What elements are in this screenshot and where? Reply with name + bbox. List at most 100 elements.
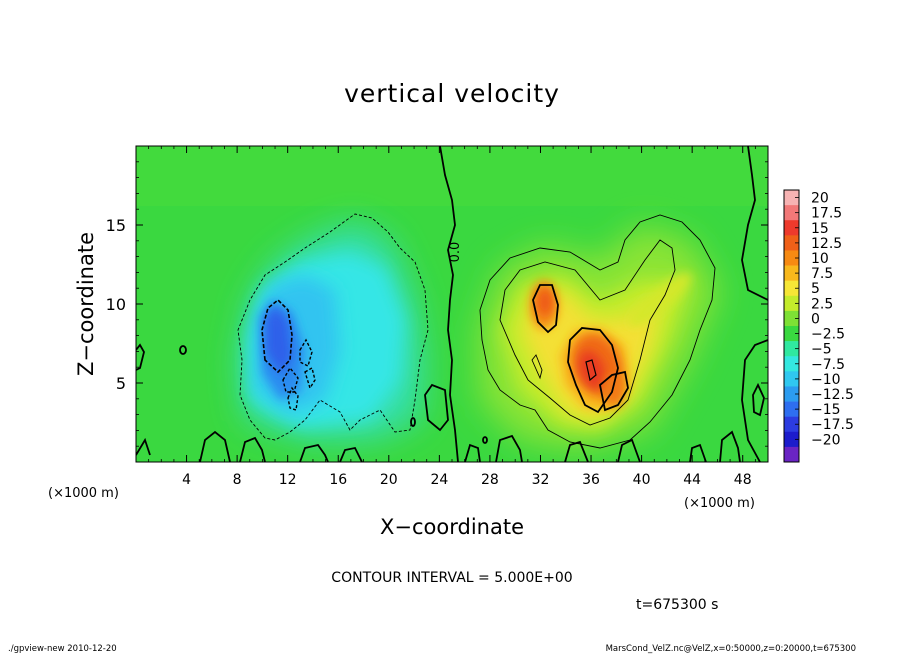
zero-contour-label: 0.0 (448, 242, 463, 263)
updraft-jet (628, 273, 692, 327)
zero-blob-small-2 (410, 417, 416, 427)
colorbar-swatch (784, 326, 799, 342)
x-tick-label: 28 (481, 472, 499, 488)
zero-bump-6 (464, 443, 481, 462)
colorbar-label: 15 (811, 221, 829, 237)
x-tick-label: 44 (683, 472, 701, 488)
footer-left: ./gpview-new 2010-12-20 (8, 644, 117, 654)
colorbar-label: −7.5 (811, 357, 845, 373)
colorbar-swatch (784, 235, 799, 251)
zero-contour-right (741, 146, 768, 301)
x-tick-label: 4 (182, 472, 191, 488)
colorbar-swatch (784, 310, 799, 327)
zero-bump-9 (617, 438, 641, 462)
zero-contour-right-low (741, 339, 768, 462)
x-tick-label: 20 (380, 472, 398, 488)
zero-contours (136, 146, 768, 462)
plot-area: 0.0 (136, 146, 768, 462)
colorbar-label: 2.5 (811, 296, 833, 312)
contour-minus-10-d (287, 386, 299, 411)
x-axis: 4 8 12 16 20 24 28 32 36 40 44 48 (148, 146, 756, 488)
zero-bump-5 (424, 383, 449, 432)
downdraft-region (238, 222, 425, 440)
zero-contour-main (439, 146, 459, 462)
contour-plus-10-upper (532, 284, 559, 334)
colorbar-frame (783, 189, 800, 463)
zero-blob-right-edge (752, 382, 765, 417)
colorbar-label: 0 (811, 311, 820, 327)
contour-plus-5-small (531, 354, 543, 380)
y-axis-label: Z−coordinate (74, 232, 98, 376)
zero-bump-12 (136, 437, 151, 456)
colorbar-swatch (784, 190, 799, 206)
contour-minus-10-b (282, 366, 299, 393)
contour-plus-10-right (599, 370, 629, 412)
x-unit-left: (×1000 m) (48, 486, 119, 501)
colorbar-label: 20 (811, 191, 829, 207)
contour-plus-10-main (567, 327, 619, 414)
contour-minus-10 (261, 298, 293, 374)
zero-bump-8 (564, 440, 589, 462)
x-unit-right: (×1000 m) (684, 496, 755, 511)
colorbar-label: −17.5 (811, 417, 854, 433)
y-tick-label: 15 (106, 216, 126, 235)
colorbar-label: −12.5 (811, 387, 854, 403)
contour-plus-5 (479, 214, 716, 449)
colorbar-label: 5 (811, 281, 820, 297)
colorbar-swatch (784, 250, 799, 266)
colorbar-swatch (784, 295, 799, 312)
y-tick-label: 10 (106, 295, 126, 314)
chart-title: vertical velocity (344, 79, 560, 108)
colorbar-swatch (784, 371, 799, 387)
colorbar-swatch (784, 416, 799, 433)
y-tick-label: 5 (116, 374, 126, 393)
colorbar-label: −2.5 (811, 327, 845, 343)
x-tick-label: 24 (430, 472, 448, 488)
zero-blob-small (179, 345, 187, 355)
colorbar-swatch (784, 205, 799, 221)
contour-plus-15-peak (585, 359, 597, 382)
x-tick-label: 40 (633, 472, 651, 488)
colorbar: 2017.51512.5107.552.50−2.5−5−7.5−10−12.5… (783, 189, 854, 463)
negative-contours (237, 213, 429, 441)
contour-minus-10-e (304, 366, 316, 390)
updraft-upper-peak (537, 288, 553, 316)
x-tick-label: 32 (532, 472, 550, 488)
zero-bump-11 (719, 430, 741, 462)
colorbar-swatch (784, 341, 799, 357)
colorbar-swatch (784, 280, 799, 297)
downdraft-peak (266, 306, 292, 376)
contour-plus-5-inner (499, 239, 676, 426)
colorbar-swatch (784, 265, 799, 281)
time-label: t=675300 s (636, 597, 718, 613)
colorbar-swatch (784, 386, 799, 402)
field-upper-band (136, 146, 768, 206)
zero-bump-10 (689, 443, 707, 462)
x-tick-label: 8 (233, 472, 242, 488)
positive-contours (479, 214, 716, 449)
x-tick-label: 12 (279, 472, 297, 488)
zero-bump-4 (339, 446, 363, 462)
zero-bump-2 (239, 436, 266, 462)
updraft-right-core (603, 373, 625, 407)
y-axis: 5 10 15 (106, 161, 768, 447)
zero-blob-left (136, 343, 145, 371)
zero-blob-small-3 (482, 436, 488, 444)
colorbar-swatch (784, 401, 799, 417)
footer-right: MarsCond_VelZ.nc@VelZ,x=0:50000,z=0:2000… (606, 644, 856, 654)
colorbar-label: −5 (811, 342, 832, 358)
colorbar-swatch (784, 446, 799, 463)
contour-minus-10-c (299, 338, 313, 368)
x-tick-label: 36 (582, 472, 600, 488)
colorbar-label: −20 (811, 432, 841, 448)
zero-bump-3 (299, 443, 329, 462)
colorbar-label: 17.5 (811, 206, 842, 222)
colorbar-label: 12.5 (811, 236, 842, 252)
colorbar-label: −15 (811, 402, 841, 418)
colorbar-label: 10 (811, 251, 829, 267)
colorbar-label: 7.5 (811, 266, 833, 282)
x-axis-label: X−coordinate (380, 515, 524, 539)
colorbar-label: −10 (811, 372, 841, 388)
colorbar-swatch (784, 356, 799, 372)
